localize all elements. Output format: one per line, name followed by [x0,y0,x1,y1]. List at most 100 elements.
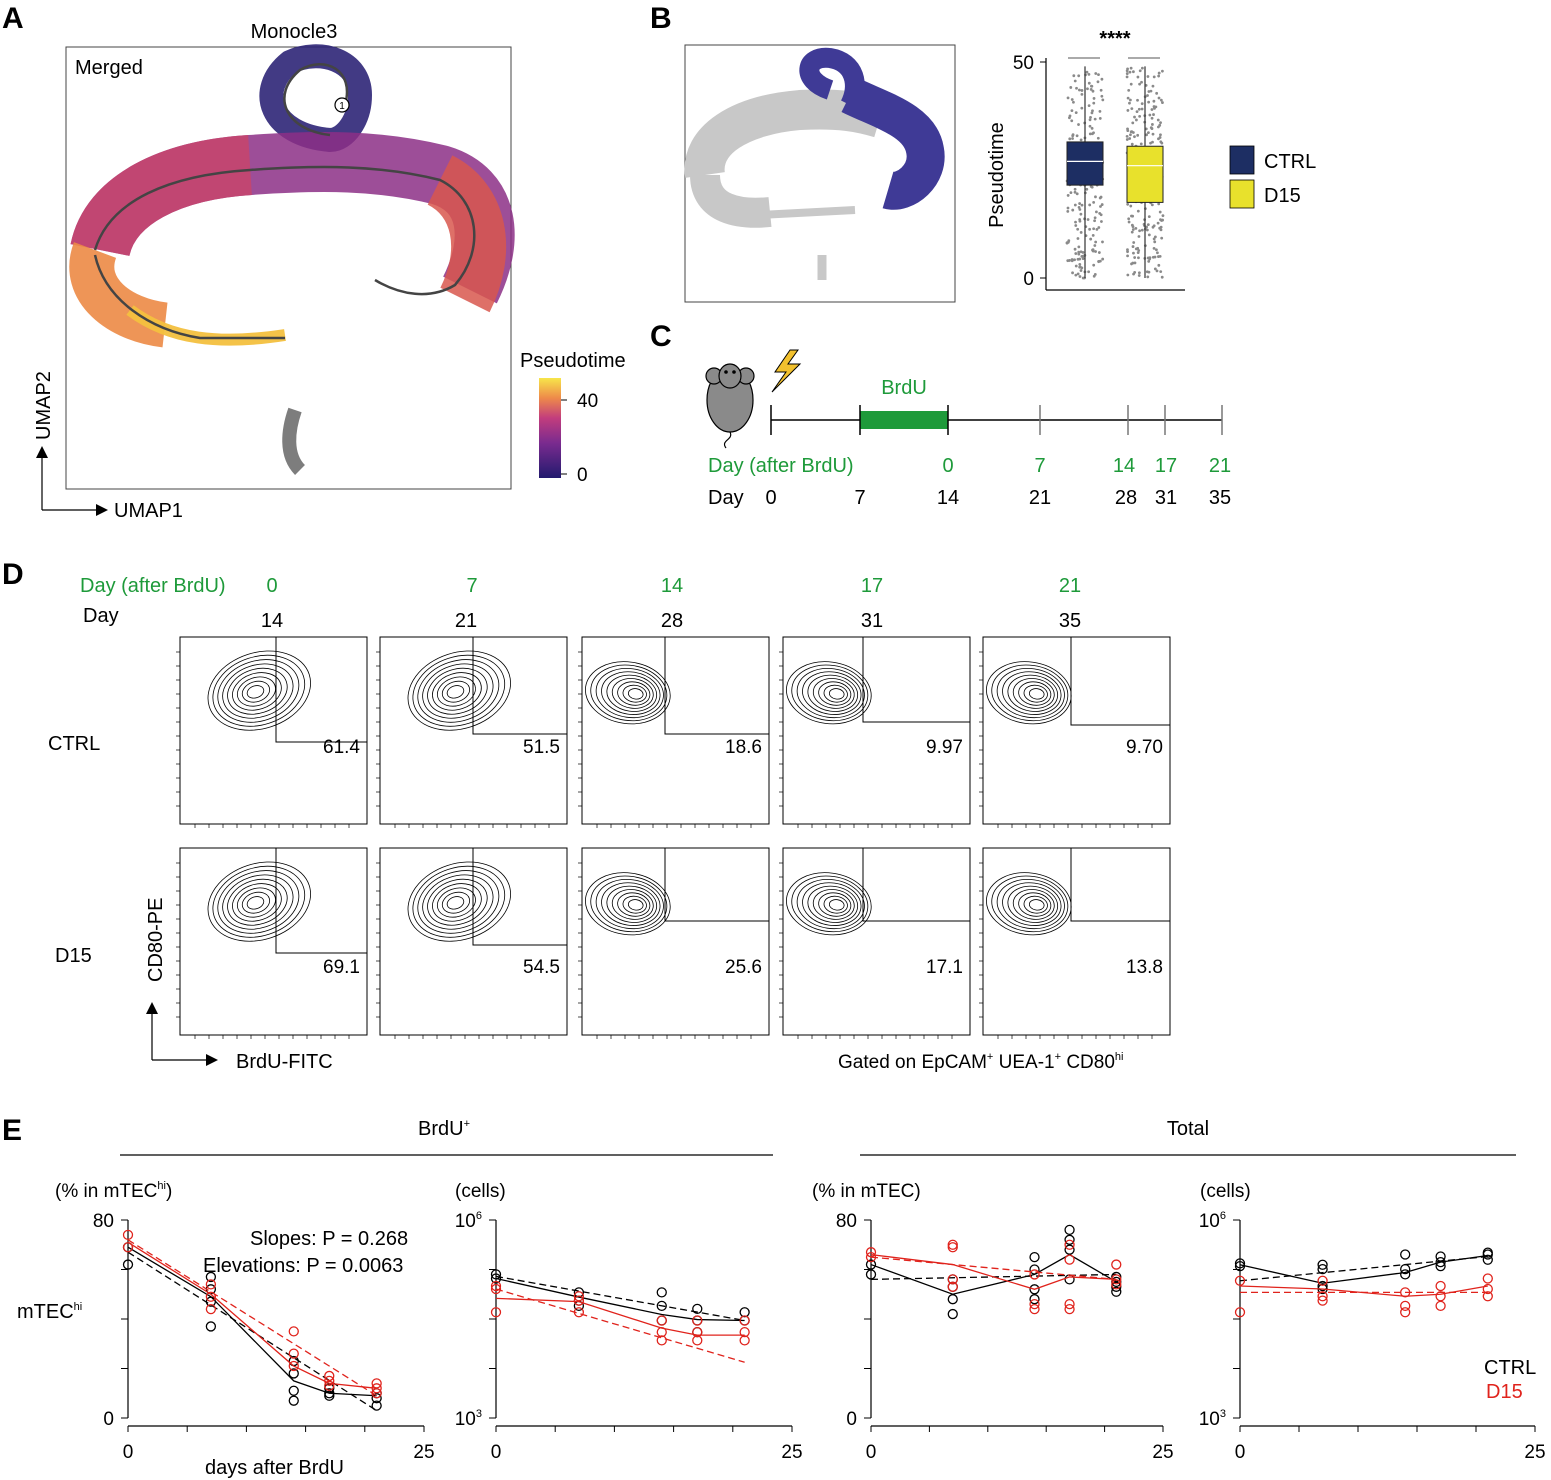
jitter-dot [1073,203,1077,207]
e-ytick-label: 106 [1199,1210,1226,1232]
jitter-dot [1157,71,1161,75]
jitter-dot [1151,84,1155,88]
jitter-dot [1078,257,1082,261]
jitter-dot [1097,226,1101,229]
gate-percent: 18.6 [725,737,762,758]
d-brdu-day-14: 14 [661,575,683,597]
jitter-dot [1146,94,1149,97]
boxplot [1066,66,1164,278]
flow-contour [807,674,859,712]
jitter-dot [1154,248,1158,252]
flow-contour [622,895,647,914]
jitter-dot [1127,89,1131,92]
jitter-dot [1153,105,1157,109]
e-data-point [490,1273,502,1284]
jitter-dot [1080,89,1084,92]
jitter-dot [1133,256,1137,259]
jitter-dot [1150,116,1154,120]
jitter-dot [1150,108,1154,111]
jitter-dot [1131,121,1135,125]
d-brdu-day-17: 17 [861,575,883,597]
jitter-dot [1146,75,1150,78]
jitter-dot [1137,271,1141,275]
jitter-dot [1094,250,1097,253]
jitter-dot [1066,96,1070,100]
jitter-dot [1094,195,1097,199]
box-ctrl [1066,141,1104,186]
e-regression-line [870,1256,1117,1281]
e-data-point [1435,1256,1446,1268]
panel-c: C BrdU Day (after BrdU) 0 7 14 17 21 Day… [650,320,1231,509]
jitter-dot [1134,118,1138,122]
flow-contour [802,882,862,926]
flow-plot: 54.5 [376,847,568,1039]
flow-contour [828,899,845,911]
jitter-dot [1073,247,1077,251]
jitter-dot [1079,138,1083,142]
d-day-31: 31 [861,610,883,632]
jitter-dot [1157,137,1160,141]
jitter-dot [1093,117,1097,121]
flow-plot: 69.1 [176,847,368,1039]
e-data-point [739,1307,750,1318]
e-data-point [288,1360,299,1372]
jitter-dot [1066,194,1070,197]
e-data-point [288,1368,299,1379]
jitter-dot [1128,70,1132,74]
flow-contour [601,671,661,715]
e-data-point [947,1242,958,1253]
jitter-dot [1078,208,1082,211]
c-brdu-day-0: 0 [942,455,953,477]
e-data-point [288,1395,299,1406]
gate-percent: 17.1 [926,957,963,978]
flow-contour [1002,671,1062,715]
jitter-dot [1076,272,1080,276]
flow-contour [791,875,869,933]
e-chart-title: (% in mTEC) [812,1181,921,1202]
jitter-dot [1126,96,1130,100]
jitter-dot [1151,123,1154,126]
jitter-dot [1147,233,1151,237]
e-data-point [1064,1299,1075,1310]
e-data-point [1482,1249,1493,1260]
c-day-28: 28 [1115,487,1137,509]
e-data-point [1111,1274,1122,1285]
jitter-dot [1130,107,1134,111]
e-ytick-label: 106 [455,1210,482,1232]
jitter-dot [1073,190,1077,194]
jitter-dot [1158,254,1162,258]
flow-frame [581,636,770,825]
e-group-total: Total [1167,1118,1209,1140]
jitter-dot [1140,107,1144,111]
e-data-point [1317,1291,1328,1302]
c-day-21: 21 [1029,487,1051,509]
jitter-dot [1130,262,1133,266]
jitter-dot [1081,254,1085,258]
jitter-dot [1071,133,1075,137]
gating-note: Gated on EpCAM+ UEA-1+ CD80hi [838,1051,1123,1073]
umap-cloud: 1 [69,44,515,475]
root-node-label: 1 [339,101,345,112]
e-data-point [1317,1259,1328,1270]
e-data-point [1029,1251,1040,1263]
gate-percent: 51.5 [523,737,560,758]
jitter-dot [1073,258,1076,262]
jitter-dot [1101,257,1105,261]
e-chart-2: (cells) 106 103 0 25 [455,1181,803,1463]
e-data-point [371,1378,382,1389]
e-ytick-label: 0 [103,1409,114,1430]
jitter-dot [1088,203,1092,207]
flow-gate [664,637,769,735]
e-fit-line [1239,1254,1488,1284]
e-data-point [692,1335,703,1346]
jitter-dot [1085,187,1089,191]
jitter-dot [1131,228,1135,231]
box-d15 [1126,145,1164,203]
flow-contour [227,667,288,715]
jitter-dot [1145,133,1148,137]
e-data-point [1400,1249,1411,1260]
e-data-point [205,1321,217,1332]
legend-d15: D15 [1264,185,1301,207]
jitter-dot [1157,74,1161,78]
jitter-dot [1134,226,1138,230]
